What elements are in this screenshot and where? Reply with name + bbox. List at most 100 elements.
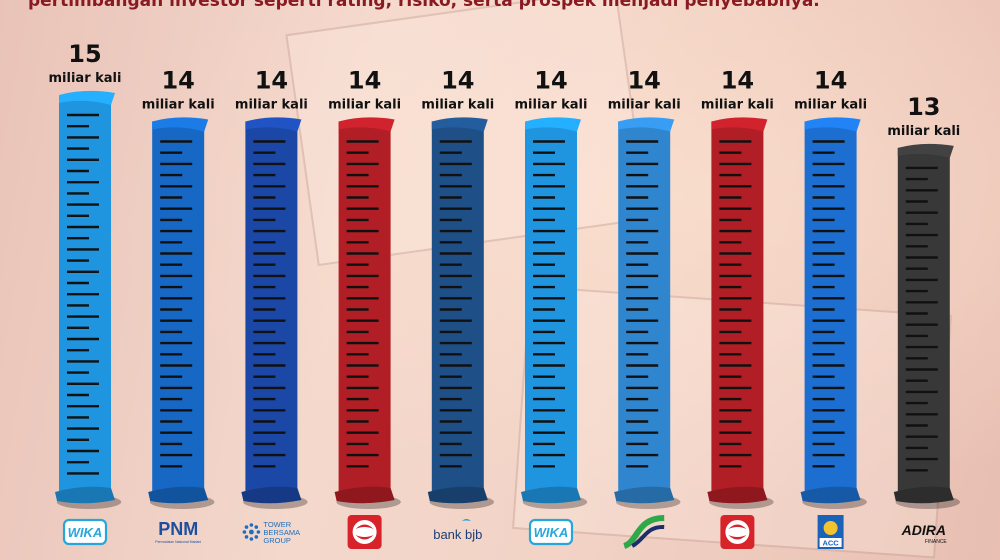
bar-group: 15 miliar kali <box>49 40 122 509</box>
data-label-unit: miliar kali <box>608 97 681 112</box>
bar-bottom-curl <box>614 486 675 504</box>
bar-group: 14 miliar kali <box>515 66 588 509</box>
data-label-value: 14 <box>348 66 381 94</box>
data-label-unit: miliar kali <box>49 71 122 86</box>
data-label-value: 14 <box>161 66 194 94</box>
bar-top-curl <box>59 90 115 105</box>
bar-top-curl <box>245 117 302 132</box>
data-label-value: 14 <box>441 66 474 94</box>
logo-adira-subtext: FINANCE <box>925 539 948 545</box>
bar-top-curl <box>897 143 954 158</box>
data-label-value: 14 <box>255 66 288 94</box>
bar-group: 13 miliar kali <box>887 93 960 509</box>
bar-bottom-curl <box>800 486 861 504</box>
logo-wika-text: WIKA <box>68 525 103 540</box>
bar-top-curl <box>804 117 861 132</box>
logo-jasa-marga <box>622 515 665 549</box>
bar-top-curl <box>431 117 488 132</box>
bar <box>711 121 764 492</box>
bar-group: 14 miliar kali <box>142 66 215 509</box>
logo-road <box>622 515 665 549</box>
data-label-unit: miliar kali <box>235 97 308 112</box>
data-label-value: 14 <box>534 66 567 94</box>
data-label-value: 14 <box>721 66 754 94</box>
logo-pnm-subtext: Permodalan Nasional Madani <box>155 540 201 544</box>
data-label-unit: miliar kali <box>887 124 960 139</box>
logo-acc-text: ACC <box>822 539 839 548</box>
logo-sinarmas <box>720 515 755 549</box>
logo-bank-bjb: bank bjb <box>433 519 482 542</box>
logo-bjb-text: bank bjb <box>433 527 482 542</box>
logo-adira-text: ADIRA <box>901 522 946 538</box>
logo-swoosh <box>728 535 747 540</box>
chart-caption: pertimbangan investor seperti rating, ri… <box>28 0 820 11</box>
bar-top-curl <box>525 117 581 132</box>
logo-dot <box>249 529 254 535</box>
bar <box>618 121 671 492</box>
bar-bottom-curl <box>521 486 581 504</box>
logo-tower-text: BERSAMA <box>263 528 300 537</box>
logo-wika: WIKA <box>62 518 108 546</box>
logo-swoosh <box>355 535 374 540</box>
logo-dot <box>244 525 249 529</box>
logo-dot <box>242 530 247 534</box>
bar-group: 14 miliar kali <box>328 66 401 509</box>
bar <box>897 147 950 492</box>
logo-sinarmas <box>347 515 382 549</box>
data-label-unit: miliar kali <box>328 97 401 112</box>
bar-top-curl <box>338 117 395 132</box>
bar-bottom-curl <box>707 486 768 504</box>
bar-group: 14 miliar kali <box>794 66 867 509</box>
data-label-value: 13 <box>907 93 940 121</box>
logo-wing <box>461 519 471 521</box>
bar-bottom-curl <box>427 486 488 504</box>
data-label-value: 14 <box>814 66 847 94</box>
bar <box>152 121 205 492</box>
logo-swoosh <box>728 524 747 529</box>
logo-dot <box>254 535 259 539</box>
bar-top-curl <box>152 117 209 132</box>
logo-dot <box>256 530 261 534</box>
logo-tower-text: TOWER <box>263 520 291 529</box>
bar <box>525 121 577 492</box>
logo-plate <box>819 538 842 547</box>
bar-group: 14 miliar kali <box>701 66 774 509</box>
data-label-unit: miliar kali <box>421 97 494 112</box>
logo-figure <box>823 521 838 535</box>
bar-bottom-curl <box>55 486 115 504</box>
data-label-unit: miliar kali <box>515 97 588 112</box>
data-label-value: 15 <box>68 40 101 68</box>
logo-dot <box>244 535 249 539</box>
logo-wika: WIKA <box>528 518 574 546</box>
logo-circle <box>725 520 750 544</box>
logo-dot <box>254 525 259 529</box>
logo-border <box>62 518 108 546</box>
logo-border <box>528 518 574 546</box>
bar-group: 14 miliar kali <box>421 66 494 509</box>
logo-acc: ACC <box>817 515 844 549</box>
logo-circle <box>352 520 377 544</box>
logo-swoosh <box>355 524 374 529</box>
bar-top-curl <box>711 117 768 132</box>
bar <box>804 121 857 492</box>
data-label-unit: miliar kali <box>794 97 867 112</box>
bar-top-curl <box>618 117 675 132</box>
logo-road <box>631 524 665 548</box>
bar <box>245 121 298 492</box>
logo-dot <box>249 537 254 541</box>
bar <box>431 121 484 492</box>
logo-wika-text: WIKA <box>534 525 569 540</box>
data-label-unit: miliar kali <box>142 97 215 112</box>
bar-bottom-curl <box>148 486 209 504</box>
bar-group: 14 miliar kali <box>608 66 681 509</box>
logo-pnm-text: PNM <box>158 519 198 539</box>
bar <box>338 121 391 492</box>
bar-bottom-curl <box>241 486 302 504</box>
data-label-unit: miliar kali <box>701 97 774 112</box>
logo-tower-text: GROUP <box>263 536 291 545</box>
data-label-value: 14 <box>627 66 660 94</box>
